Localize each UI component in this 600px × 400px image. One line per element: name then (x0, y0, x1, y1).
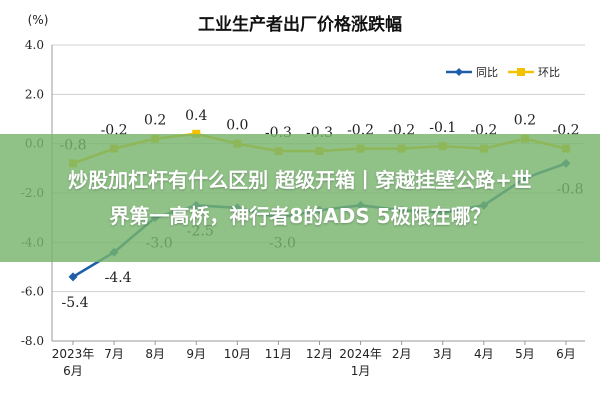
x-tick-label: 1月 (351, 364, 371, 378)
headline-overlay-banner[interactable]: 炒股加杠杆有什么区别 超级开箱丨穿越挂壁公路+世 界第一高桥，神行者8的ADS … (0, 134, 600, 262)
x-tick-label: 2月 (392, 347, 412, 361)
yoy-data-label: -4.4 (105, 270, 132, 286)
legend-marker (517, 68, 525, 76)
x-tick-label: 12月 (306, 347, 333, 361)
x-tick-label: 10月 (224, 347, 251, 361)
mom-data-label: 0.0 (226, 118, 248, 134)
mom-data-label: 0.2 (514, 113, 536, 129)
mom-data-label: -0.1 (429, 120, 456, 136)
y-tick-label: 2.0 (25, 87, 44, 101)
mom-point (192, 129, 201, 138)
yoy-data-label: -5.4 (62, 295, 89, 311)
chart-title: 工业生产者出厂价格涨跌幅 (198, 14, 402, 35)
x-tick-label: 11月 (265, 347, 292, 361)
x-tick-label: 6月 (556, 347, 576, 361)
x-tick-label: 2024年 (339, 347, 382, 361)
y-tick-label: -6.0 (21, 285, 44, 299)
headline-line-2: 界第一高桥，神行者8的ADS 5极限在哪？ (109, 204, 491, 228)
x-tick-label: 6月 (63, 364, 83, 378)
legend-label: 环比 (538, 66, 560, 79)
legend: 同比 环比 (446, 66, 560, 79)
y-tick-label: 4.0 (25, 38, 44, 52)
x-tick-label: 7月 (104, 347, 124, 361)
x-tick-label: 8月 (145, 347, 165, 361)
x-tick-label: 3月 (433, 347, 453, 361)
headline-text[interactable]: 炒股加杠杆有什么区别 超级开箱丨穿越挂壁公路+世 界第一高桥，神行者8的ADS … (10, 162, 590, 234)
legend-marker (455, 68, 463, 76)
y-tick-label: -8.0 (21, 334, 44, 348)
x-tick-label: 5月 (515, 347, 535, 361)
x-tick-label: 4月 (474, 347, 494, 361)
x-tick-label: 9月 (186, 347, 206, 361)
x-tick-label: 2023年 (52, 347, 95, 361)
y-unit-label: (%) (28, 13, 49, 27)
headline-line-1: 炒股加杠杆有什么区别 超级开箱丨穿越挂壁公路+世 (68, 168, 532, 192)
yoy-point (68, 272, 78, 282)
legend-label: 同比 (476, 66, 498, 79)
mom-data-label: 0.2 (144, 113, 166, 129)
mom-data-label: 0.4 (185, 108, 207, 124)
